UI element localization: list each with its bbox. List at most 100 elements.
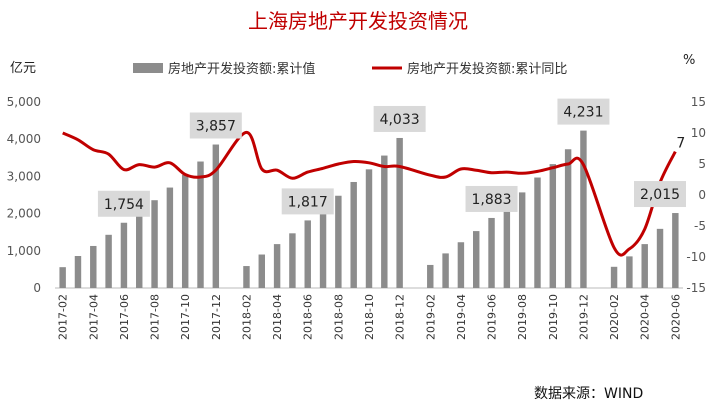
legend-bar-swatch — [133, 63, 163, 73]
bar-2019-10 — [549, 164, 557, 288]
bar-2017-07 — [136, 211, 143, 288]
x-tick-label: 2019-10 — [547, 294, 560, 340]
left-axis-unit: 亿元 — [10, 61, 36, 76]
data-label-box — [189, 112, 242, 139]
data-label-2018-06: 1,817 — [288, 194, 328, 210]
right-y-tick-label: -5 — [694, 219, 706, 233]
left-y-tick-label: 4,000 — [7, 132, 41, 146]
data-label-box — [97, 190, 150, 217]
x-tick-label: 2017-04 — [87, 294, 100, 340]
line-end-label: 7 — [676, 136, 685, 152]
left-y-axis: 0 1,000 2,000 3,000 4,000 5,000 — [7, 95, 41, 295]
x-axis-ticks: 2017-02 2017-04 2017-06 2017-08 2017-10 2017-… — [57, 294, 683, 340]
x-tick-label: 2018-12 — [394, 294, 407, 340]
bar-2019-12 — [580, 130, 587, 288]
x-tick-label: 2020-06 — [669, 294, 682, 340]
data-label-2017-06: 1,754 — [104, 197, 144, 213]
left-y-tick-label: 1,000 — [7, 244, 41, 258]
x-tick-label: 2019-08 — [516, 294, 529, 340]
x-tick-label: 2017-08 — [149, 294, 162, 340]
bar-2018-07 — [319, 208, 327, 288]
data-label-2019-12: 4,231 — [563, 105, 603, 121]
yoy-line — [62, 130, 677, 257]
data-label-box — [557, 98, 610, 125]
x-tick-label: 2017-06 — [118, 294, 131, 340]
bar-2020-06 — [672, 213, 679, 288]
data-label-2019-06: 1,883 — [471, 192, 511, 208]
left-y-tick-label: 2,000 — [7, 207, 41, 221]
x-tick-label: 2019-02 — [424, 294, 437, 340]
x-tick-label: 2018-08 — [332, 294, 345, 340]
bar-2018-04 — [273, 244, 281, 288]
right-y-axis: -15 -10 -5 0 5 10 15 — [686, 95, 706, 295]
data-label-2020-06: 2,015 — [640, 187, 680, 203]
bar-2019-05 — [473, 231, 480, 288]
x-tick-label: 2017-12 — [210, 294, 223, 340]
data-labels: 1,754 3,857 1,817 4,033 1,883 4,231 2,015 — [97, 98, 686, 217]
data-label-box — [281, 188, 334, 215]
right-y-tick-label: 0 — [698, 188, 706, 202]
left-y-tick-label: 3,000 — [7, 169, 41, 183]
x-tick-label: 2019-04 — [455, 294, 468, 340]
bar-2018-03 — [258, 254, 265, 288]
right-y-tick-label: -10 — [686, 250, 706, 264]
bar-2020-02 — [610, 266, 618, 288]
x-tick-label: 2019-06 — [486, 294, 499, 340]
right-y-tick-label: 15 — [691, 95, 706, 109]
bar-series — [59, 130, 679, 288]
bar-2018-05 — [289, 233, 296, 288]
x-tick-label: 2020-04 — [639, 294, 652, 340]
bar-2020-05 — [656, 228, 664, 288]
right-y-tick-label: 5 — [698, 157, 706, 171]
bar-2019-07 — [503, 205, 511, 288]
bar-2019-02 — [427, 264, 434, 288]
bar-2019-06 — [488, 217, 495, 288]
x-tick-label: 2017-10 — [179, 294, 192, 340]
bar-2018-11 — [381, 155, 388, 288]
bar-2017-09 — [166, 187, 174, 288]
bar-2017-11 — [197, 161, 204, 288]
bar-2019-11 — [564, 149, 572, 288]
bar-2018-08 — [335, 195, 342, 288]
x-tick-label: 2018-06 — [302, 294, 315, 340]
bar-2019-09 — [534, 177, 541, 288]
right-y-tick-label: 10 — [691, 126, 706, 140]
left-y-tick-label: 5,000 — [7, 95, 41, 109]
line-series: 7 — [62, 130, 685, 257]
bar-2017-12 — [212, 144, 220, 288]
bar-2018-09 — [350, 181, 357, 288]
bar-2017-04 — [90, 245, 97, 288]
legend-bar-label: 房地产开发投资额:累计值 — [168, 61, 315, 77]
x-tick-label: 2018-04 — [271, 294, 284, 340]
chart-title: 上海房地产开发投资情况 — [248, 9, 468, 33]
data-label-box — [373, 105, 426, 132]
bar-2019-03 — [442, 253, 449, 288]
right-y-tick-label: -15 — [686, 281, 706, 295]
legend: 房地产开发投资额:累计值 房地产开发投资额:累计同比 — [133, 61, 567, 77]
data-label-box — [634, 181, 686, 208]
legend-line-label: 房地产开发投资额:累计同比 — [407, 61, 567, 77]
x-tick-label: 2017-02 — [57, 294, 70, 340]
bar-2018-10 — [365, 169, 373, 288]
x-tick-label: 2018-02 — [241, 294, 254, 340]
data-label-box — [465, 185, 518, 212]
bar-2019-08 — [518, 192, 526, 288]
data-label-2017-12: 3,857 — [196, 119, 236, 135]
bar-2017-05 — [105, 234, 112, 288]
data-label-2018-12: 4,033 — [380, 112, 420, 128]
bar-2017-06 — [120, 222, 128, 288]
bar-2020-03 — [626, 256, 633, 288]
left-y-tick-label: 0 — [33, 281, 41, 295]
right-axis-unit: % — [683, 53, 695, 68]
bar-2019-04 — [457, 242, 465, 288]
source-note: 数据来源：WIND — [534, 386, 643, 402]
x-tick-label: 2018-10 — [363, 294, 376, 340]
x-tick-label: 2020-02 — [608, 294, 621, 340]
bar-2018-12 — [396, 137, 403, 288]
bar-2020-04 — [641, 244, 648, 288]
bar-2018-02 — [243, 266, 250, 288]
bar-2017-10 — [181, 174, 189, 288]
x-tick-label: 2019-12 — [577, 294, 590, 340]
bar-2017-02 — [59, 267, 66, 288]
